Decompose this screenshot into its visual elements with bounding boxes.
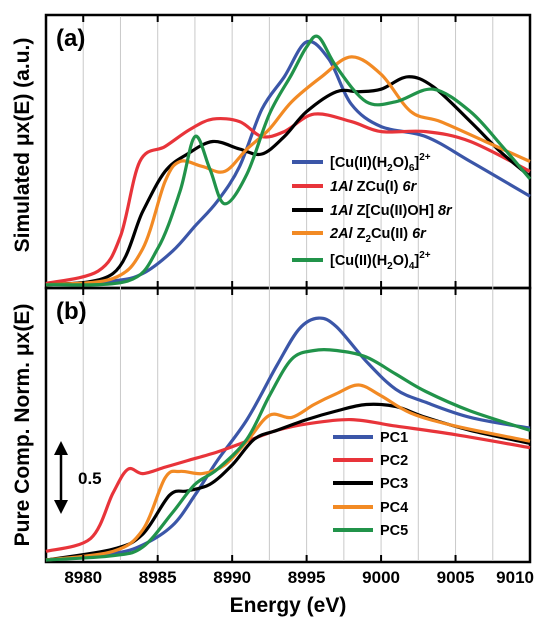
series-line-a-4 [45, 55, 531, 287]
panel-b-label: (b) [56, 298, 87, 325]
legend-label: PC3 [380, 476, 408, 492]
series-line-b-4 [45, 383, 531, 562]
panel-b-legend: PC1 PC2 PC3 PC4 PC5 [333, 430, 408, 539]
x-tick-label: 8980 [64, 568, 102, 587]
panel-a-label: (a) [56, 25, 85, 52]
legend-label: 2Al Z2Cu(II) 6r [329, 226, 427, 245]
panel-a-y-axis-label: Simulated μx(E) (a.u.) [11, 38, 34, 253]
x-tick-label: 9010 [496, 568, 534, 587]
panel-a-legend: [Cu(II)(H2O)6]2+ 1Al ZCu(I) 6r 1Al Z[Cu(II… [292, 152, 453, 272]
panel-a-series [45, 34, 532, 287]
legend-label: 1Al Z[Cu(II)OH] 8r [330, 203, 453, 219]
x-axis-label: Energy (eV) [230, 594, 347, 617]
legend-label: [Cu(II)(H2O)6]2+ [330, 152, 431, 174]
x-tick-label: 9000 [362, 568, 400, 587]
x-tick-label: 9005 [437, 568, 475, 587]
panel-b-frame [44, 286, 532, 564]
scale-bar-label: 0.5 [78, 469, 102, 488]
x-tick-label: 8985 [139, 568, 177, 587]
series-line-b-2 [45, 417, 531, 553]
legend-label: PC1 [380, 430, 408, 446]
legend-label: [Cu(II)(H2O)4]2+ [330, 250, 431, 272]
series-line-a-3 [45, 75, 532, 287]
x-ticks: 8980 8985 8990 8995 9000 9005 9010 [64, 15, 534, 587]
series-line-b-5 [45, 347, 531, 562]
series-line-a-2 [45, 112, 531, 286]
legend-label: 1Al ZCu(I) 6r [330, 179, 418, 195]
legend-label: PC4 [380, 500, 408, 516]
x-tick-label: 8990 [213, 568, 251, 587]
series-line-a-5 [45, 34, 532, 287]
legend-label: PC2 [380, 453, 408, 469]
panel-a-frame [44, 13, 532, 290]
series-line-b-1 [45, 316, 531, 562]
x-tick-label: 8995 [288, 568, 326, 587]
legend-label: PC5 [380, 523, 408, 539]
scale-bar: 0.5 [54, 441, 102, 514]
panel-b-series [45, 316, 531, 562]
panel-b-y-axis-label: Pure Comp. Norm. μx(E) [11, 304, 34, 547]
